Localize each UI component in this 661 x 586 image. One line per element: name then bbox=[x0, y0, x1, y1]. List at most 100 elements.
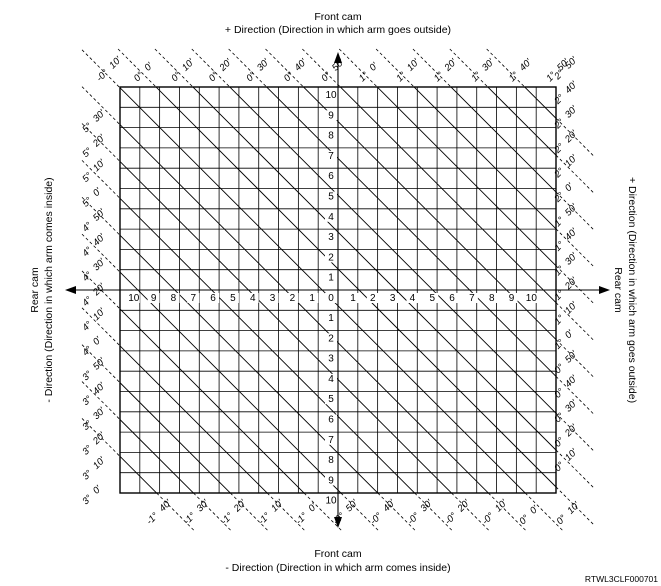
number-backdrop bbox=[325, 110, 337, 121]
diagonal-line bbox=[120, 418, 195, 493]
horizontal-axis-number: 10 bbox=[128, 293, 140, 304]
angle-label-left: 4°40' bbox=[80, 231, 108, 259]
number-backdrop bbox=[325, 373, 337, 384]
dashed-extension bbox=[191, 48, 231, 88]
diagonal-line bbox=[120, 124, 489, 493]
number-backdrop bbox=[465, 293, 478, 303]
dashed-extension bbox=[412, 48, 452, 88]
horizontal-axis-number: 1 bbox=[309, 293, 315, 304]
angle-label-top: 0°20' bbox=[207, 56, 235, 84]
dashed-extension bbox=[81, 49, 121, 89]
horizontal-axis-number: 7 bbox=[469, 293, 475, 304]
vertical-axis-number: 8 bbox=[328, 455, 334, 466]
vertical-axis-number: 4 bbox=[328, 374, 334, 385]
number-backdrop bbox=[366, 293, 379, 303]
vertical-axis-number: 3 bbox=[328, 232, 334, 243]
number-backdrop bbox=[325, 90, 337, 100]
dashed-extension bbox=[555, 449, 595, 489]
angle-label-top: 1°0' bbox=[357, 60, 381, 84]
number-backdrop bbox=[325, 475, 337, 486]
horizontal-axis-number: 5 bbox=[230, 293, 236, 304]
horizontal-axis-number: 6 bbox=[449, 293, 455, 304]
dashed-extension bbox=[81, 123, 121, 162]
vertical-axis-number: 7 bbox=[328, 435, 334, 446]
diagonal-line bbox=[120, 234, 379, 493]
dashed-extension bbox=[81, 160, 121, 199]
arrow-down-icon bbox=[334, 517, 342, 528]
number-backdrop bbox=[266, 293, 279, 303]
angle-label-top: 0°0' bbox=[132, 60, 156, 84]
number-backdrop bbox=[347, 293, 359, 303]
arrow-left-icon bbox=[65, 286, 76, 294]
dashed-extension bbox=[154, 48, 194, 88]
horizontal-axis-number: 5 bbox=[429, 293, 435, 304]
horizontal-axis-number: 8 bbox=[171, 293, 177, 304]
number-backdrop bbox=[325, 353, 337, 364]
horizontal-axis-number: 7 bbox=[190, 293, 196, 304]
dashed-extension bbox=[555, 302, 595, 341]
number-backdrop bbox=[525, 293, 538, 303]
horizontal-axis-number: 3 bbox=[270, 293, 276, 304]
vertical-axis-number: 3 bbox=[328, 354, 334, 365]
top-caption-line2: + Direction (Direction in which arm goes… bbox=[225, 24, 451, 36]
dashed-extension bbox=[81, 233, 121, 273]
angle-label-left: 4°50' bbox=[80, 206, 108, 234]
angle-label-top: 1°30' bbox=[469, 56, 497, 84]
vertical-axis-number: 5 bbox=[328, 192, 334, 203]
dashed-extension bbox=[117, 48, 157, 88]
vertical-axis-number: 2 bbox=[328, 252, 334, 263]
dashed-extension bbox=[555, 228, 595, 268]
diagonal-line bbox=[120, 382, 231, 493]
number-backdrop bbox=[325, 455, 337, 466]
dashed-extension bbox=[81, 196, 121, 236]
angle-label-top: -0°10' bbox=[94, 54, 124, 84]
vertical-axis-number: 2 bbox=[328, 333, 334, 344]
angle-label-bottom: 0°10' bbox=[555, 499, 583, 527]
angle-label-left: 5°30' bbox=[80, 107, 108, 135]
dashed-extension bbox=[555, 154, 595, 194]
dashed-extension bbox=[414, 492, 453, 532]
dashed-extension bbox=[340, 492, 380, 532]
dashed-extension bbox=[524, 492, 564, 532]
vertical-axis-number: 10 bbox=[325, 90, 337, 101]
horizontal-axis-number: 4 bbox=[410, 293, 416, 304]
number-backdrop bbox=[505, 293, 518, 303]
dashed-extension bbox=[81, 270, 121, 310]
dashed-extension bbox=[338, 48, 378, 88]
angle-label-left: 3°40' bbox=[80, 380, 108, 408]
vertical-axis-number: 7 bbox=[328, 151, 334, 162]
bottom-caption-line2: - Direction (Direction in which arm come… bbox=[225, 562, 450, 574]
number-backdrop bbox=[286, 293, 299, 303]
angle-label-left: 5°0' bbox=[80, 185, 104, 209]
angle-label-bottom: -0°30' bbox=[405, 497, 435, 527]
number-backdrop bbox=[306, 293, 319, 303]
number-backdrop bbox=[246, 293, 259, 303]
diagonal-line bbox=[120, 197, 416, 493]
dashed-extension bbox=[488, 492, 527, 532]
horizontal-axis-number: 6 bbox=[210, 293, 216, 304]
dashed-extension bbox=[555, 486, 595, 526]
angle-label-left: 5°10' bbox=[80, 157, 108, 185]
number-backdrop bbox=[325, 191, 337, 202]
dashed-extension bbox=[555, 191, 595, 231]
number-backdrop bbox=[325, 252, 337, 263]
angle-label-top: 1°10' bbox=[394, 56, 422, 84]
diagonal-dashed-lines bbox=[81, 48, 595, 532]
vertical-axis-number: 0 bbox=[328, 293, 334, 304]
vertical-axis-number: 6 bbox=[328, 415, 334, 426]
diagonal-line bbox=[120, 271, 342, 493]
vertical-axis-number: 1 bbox=[328, 273, 334, 284]
dashed-extension bbox=[193, 492, 232, 532]
number-backdrop bbox=[325, 313, 337, 323]
angle-label-top: 1°20' bbox=[432, 56, 460, 84]
vertical-axis-number: 6 bbox=[328, 171, 334, 182]
top-caption-line1: Front cam bbox=[314, 11, 362, 23]
dashed-extension bbox=[375, 48, 415, 88]
horizontal-axis-number: 2 bbox=[370, 293, 376, 304]
number-backdrop bbox=[325, 130, 337, 141]
number-backdrop bbox=[446, 293, 459, 303]
angle-label-left: 3°30' bbox=[80, 405, 108, 433]
arrow-right-icon bbox=[599, 286, 610, 294]
